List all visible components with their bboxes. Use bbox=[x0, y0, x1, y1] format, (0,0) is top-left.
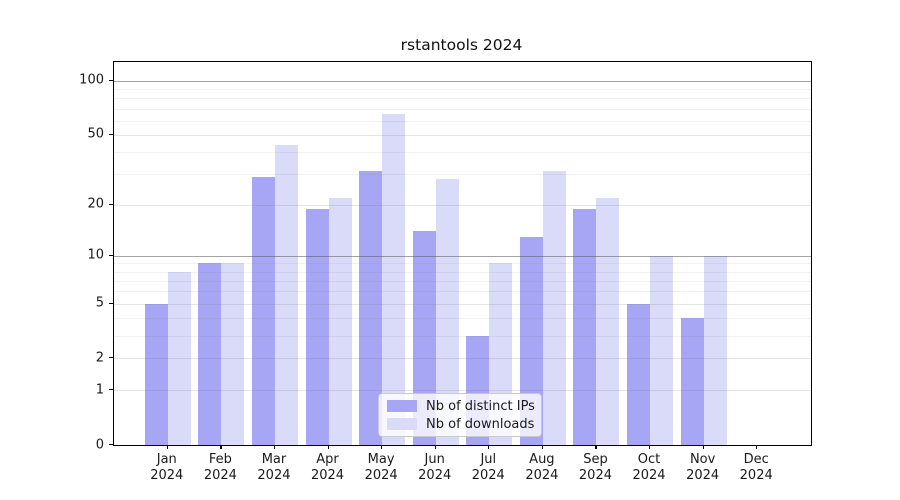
x-tick bbox=[327, 445, 329, 449]
bar-downloads bbox=[274, 144, 298, 445]
bar-downloads bbox=[221, 263, 245, 445]
bar-downloads bbox=[167, 271, 191, 445]
x-tick-label: Dec 2024 bbox=[739, 452, 773, 483]
y-tick-label: 2 bbox=[95, 350, 104, 366]
x-tick-label: Jul 2024 bbox=[471, 452, 505, 483]
bar-downloads bbox=[435, 179, 459, 445]
y-tick bbox=[109, 203, 113, 205]
bar-distinct-ips bbox=[359, 171, 383, 445]
legend-item: Nb of downloads bbox=[379, 416, 541, 432]
x-tick-label: Feb 2024 bbox=[203, 452, 237, 483]
y-tick bbox=[109, 254, 113, 256]
gridline-y-20 bbox=[114, 204, 811, 206]
legend-item: Nb of distinct IPs bbox=[379, 398, 541, 414]
y-tick bbox=[109, 302, 113, 304]
bar-distinct-ips bbox=[680, 317, 704, 445]
y-tick-label: 5 bbox=[95, 295, 104, 311]
legend-label: Nb of distinct IPs bbox=[426, 398, 535, 414]
x-tick bbox=[488, 445, 490, 449]
gridline-y-40 bbox=[114, 151, 811, 153]
bar-distinct-ips bbox=[627, 303, 651, 445]
bar-distinct-ips bbox=[573, 208, 597, 445]
y-tick-label: 100 bbox=[79, 72, 104, 88]
y-tick bbox=[109, 357, 113, 359]
gridline-y-100 bbox=[114, 80, 811, 82]
gridline-y-5 bbox=[114, 303, 811, 305]
gridline-y-90 bbox=[114, 88, 811, 90]
y-tick bbox=[109, 389, 113, 391]
x-tick bbox=[220, 445, 222, 449]
bar-downloads bbox=[542, 171, 566, 445]
bar-downloads bbox=[703, 255, 727, 445]
gridline-y-50 bbox=[114, 134, 811, 136]
gridline-y-1 bbox=[114, 390, 811, 392]
bar-downloads bbox=[650, 255, 674, 445]
x-tick bbox=[166, 445, 168, 449]
y-tick-label: 10 bbox=[87, 247, 104, 263]
x-tick-label: Sep 2024 bbox=[578, 452, 612, 483]
x-tick-label: Apr 2024 bbox=[310, 452, 345, 483]
gridline-y-80 bbox=[114, 98, 811, 100]
y-tick-label: 0 bbox=[95, 437, 104, 452]
y-tick-label: 20 bbox=[87, 196, 104, 212]
bar-distinct-ips bbox=[198, 263, 222, 445]
x-tick-label: Mar 2024 bbox=[257, 452, 291, 483]
bar-distinct-ips bbox=[251, 176, 275, 445]
gridline-y-60 bbox=[114, 120, 811, 122]
x-tick bbox=[541, 445, 544, 449]
x-tick-label: Nov 2024 bbox=[686, 452, 720, 483]
x-tick-label: Aug 2024 bbox=[525, 452, 559, 483]
x-tick-label: Jun 2024 bbox=[418, 452, 452, 483]
x-tick bbox=[649, 445, 651, 449]
x-tick bbox=[273, 445, 276, 449]
gridline-y-8 bbox=[114, 271, 811, 273]
y-tick bbox=[109, 79, 113, 81]
x-tick-label: Oct 2024 bbox=[632, 452, 666, 483]
gridline-y-10 bbox=[114, 255, 811, 257]
legend: Nb of distinct IPs Nb of downloads bbox=[378, 393, 542, 437]
gridline-y-9 bbox=[114, 263, 811, 265]
gridline-y-6 bbox=[114, 291, 811, 293]
gridline-y-4 bbox=[114, 317, 811, 319]
bar-downloads bbox=[382, 114, 406, 445]
bar-distinct-ips bbox=[412, 231, 436, 445]
legend-swatch-downloads bbox=[387, 418, 417, 430]
legend-swatch-distinct_ips bbox=[387, 400, 417, 412]
x-tick-label: May 2024 bbox=[364, 452, 398, 483]
x-tick bbox=[381, 445, 383, 449]
x-tick bbox=[702, 445, 704, 449]
bar-downloads bbox=[596, 197, 620, 445]
gridline-y-3 bbox=[114, 335, 811, 337]
chart-title: rstantools 2024 bbox=[400, 36, 523, 54]
x-tick bbox=[434, 445, 436, 449]
y-tick bbox=[109, 444, 113, 446]
bar-distinct-ips bbox=[305, 208, 329, 445]
gridline-y-7 bbox=[114, 280, 811, 282]
bar-distinct-ips bbox=[519, 236, 543, 445]
y-tick-label: 1 bbox=[95, 382, 104, 398]
gridline-y-30 bbox=[114, 173, 811, 175]
legend-label: Nb of downloads bbox=[426, 416, 535, 432]
y-tick-label: 50 bbox=[87, 126, 104, 142]
plot-area bbox=[113, 61, 812, 446]
x-tick-label: Jan 2024 bbox=[150, 452, 184, 483]
gridline-y-2 bbox=[114, 358, 811, 360]
gridline-y-70 bbox=[114, 108, 811, 110]
x-tick bbox=[756, 445, 758, 449]
x-tick bbox=[595, 445, 597, 449]
bar-distinct-ips bbox=[144, 303, 168, 445]
y-tick bbox=[109, 133, 113, 135]
bar-downloads bbox=[328, 197, 352, 445]
